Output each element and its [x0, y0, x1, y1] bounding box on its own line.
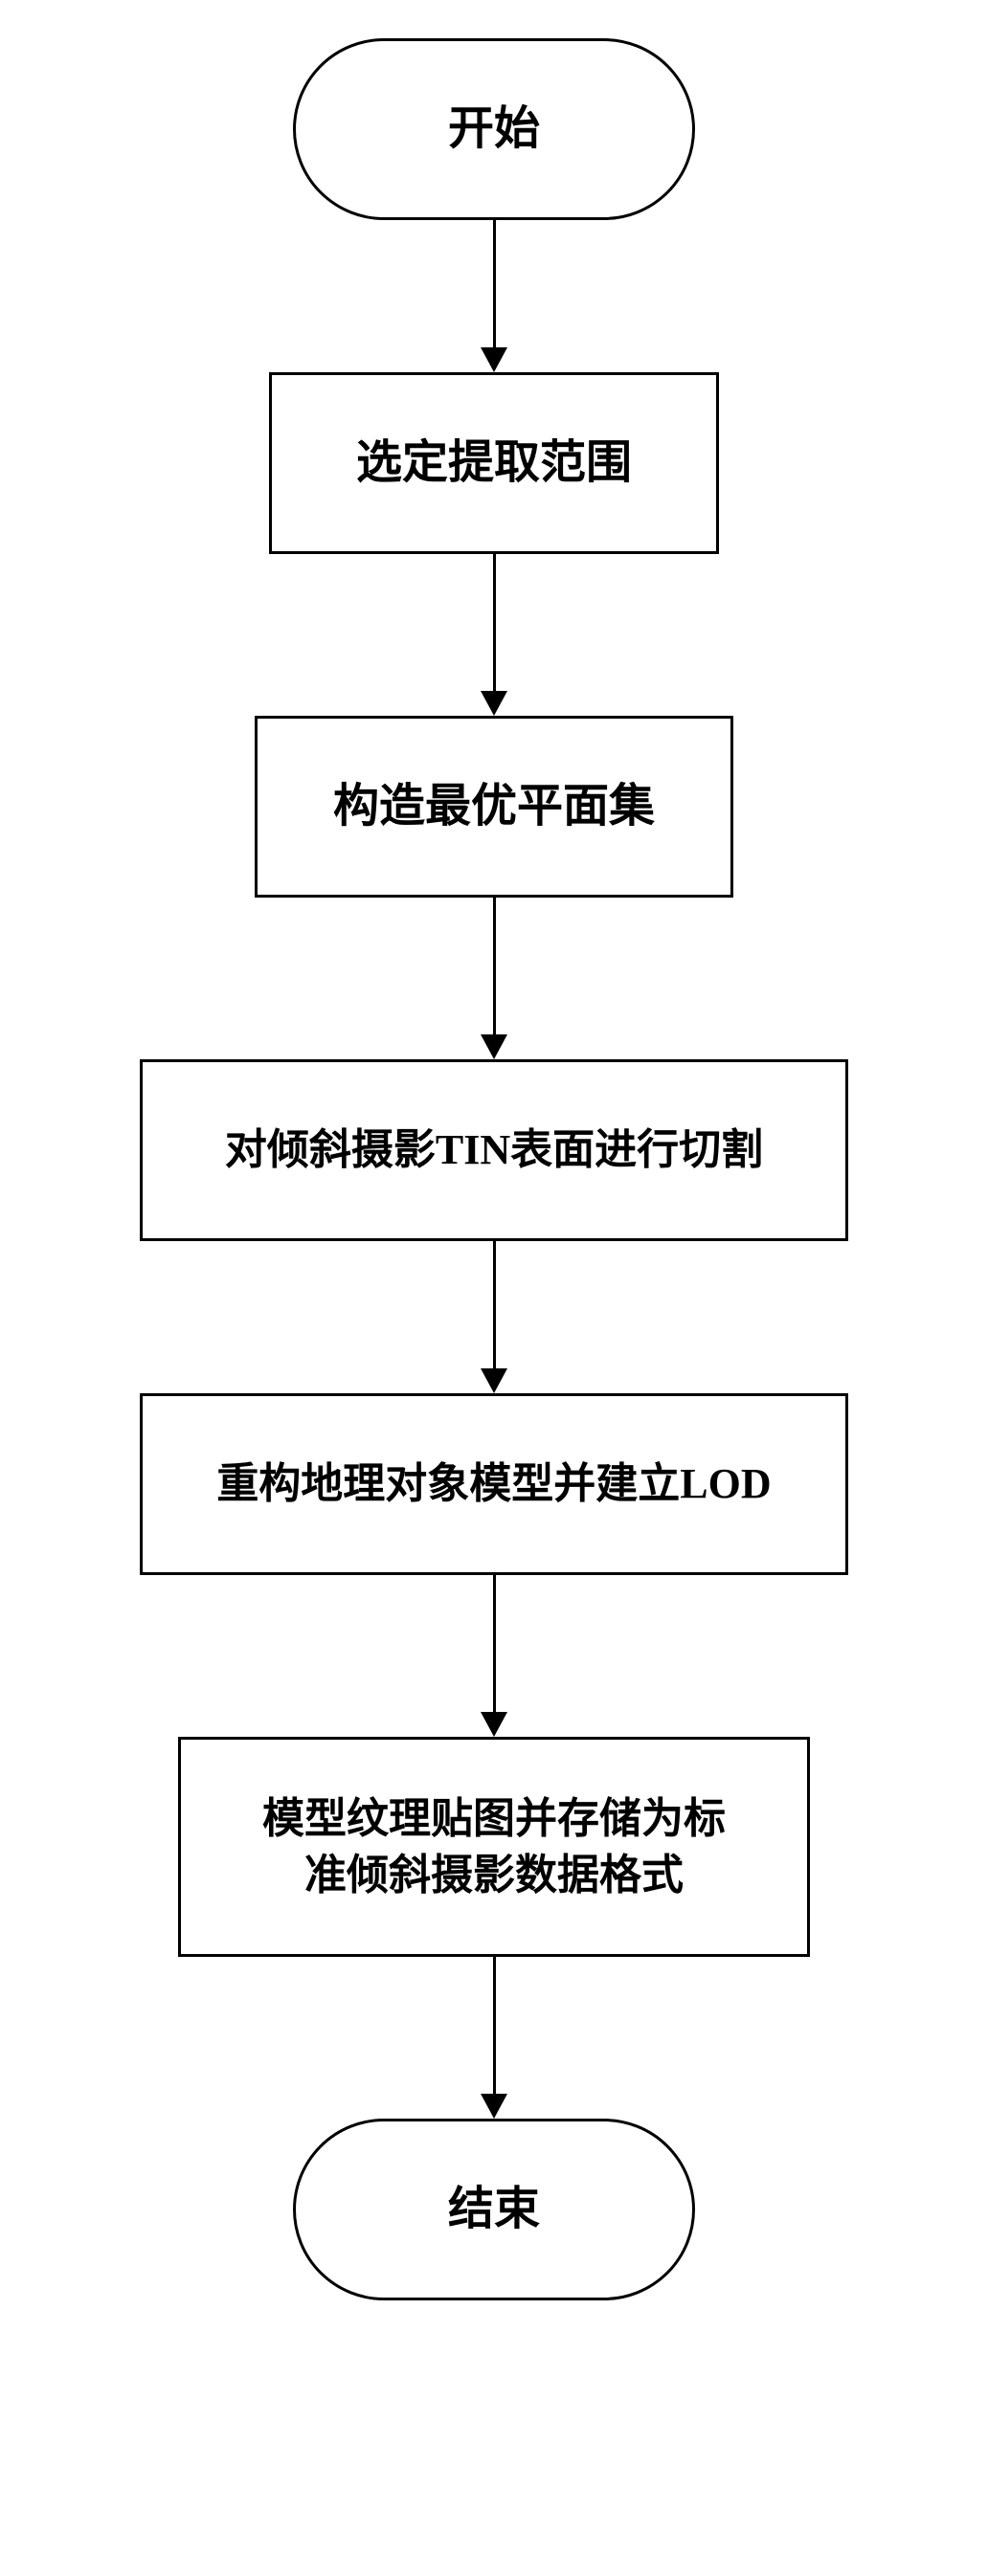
node-step2: 构造最优平面集	[255, 716, 733, 898]
node-start: 开始	[293, 38, 695, 220]
arrow	[481, 1575, 507, 1737]
node-step5: 模型纹理贴图并存储为标 准倾斜摄影数据格式	[178, 1737, 810, 1957]
node-label-end: 结束	[448, 2179, 540, 2241]
node-label-start: 开始	[448, 99, 540, 161]
node-step1: 选定提取范围	[269, 372, 719, 554]
arrow-line	[493, 554, 496, 692]
arrow-head-icon	[481, 2094, 507, 2119]
node-end: 结束	[293, 2119, 695, 2300]
node-label-step1: 选定提取范围	[356, 433, 632, 495]
arrow-line	[493, 898, 496, 1035]
arrow-head-icon	[481, 691, 507, 716]
arrow-line	[493, 1241, 496, 1369]
arrow-line	[493, 220, 496, 348]
arrow	[481, 1957, 507, 2119]
node-label-step5: 模型纹理贴图并存储为标 准倾斜摄影数据格式	[262, 1790, 726, 1904]
arrow-line	[493, 1957, 496, 2095]
arrow	[481, 898, 507, 1059]
arrow-head-icon	[481, 1712, 507, 1737]
flowchart-container: 开始选定提取范围构造最优平面集对倾斜摄影TIN表面进行切割重构地理对象模型并建立…	[140, 38, 848, 2300]
arrow-head-icon	[481, 1368, 507, 1393]
node-label-step4: 重构地理对象模型并建立LOD	[216, 1455, 771, 1512]
arrow-line	[493, 1575, 496, 1713]
arrow-head-icon	[481, 347, 507, 372]
arrow	[481, 1241, 507, 1393]
arrow-head-icon	[481, 1034, 507, 1059]
node-label-step2: 构造最优平面集	[333, 776, 655, 838]
arrow	[481, 220, 507, 372]
arrow	[481, 554, 507, 716]
node-step3: 对倾斜摄影TIN表面进行切割	[140, 1059, 848, 1241]
node-step4: 重构地理对象模型并建立LOD	[140, 1393, 848, 1575]
node-label-step3: 对倾斜摄影TIN表面进行切割	[225, 1121, 763, 1178]
